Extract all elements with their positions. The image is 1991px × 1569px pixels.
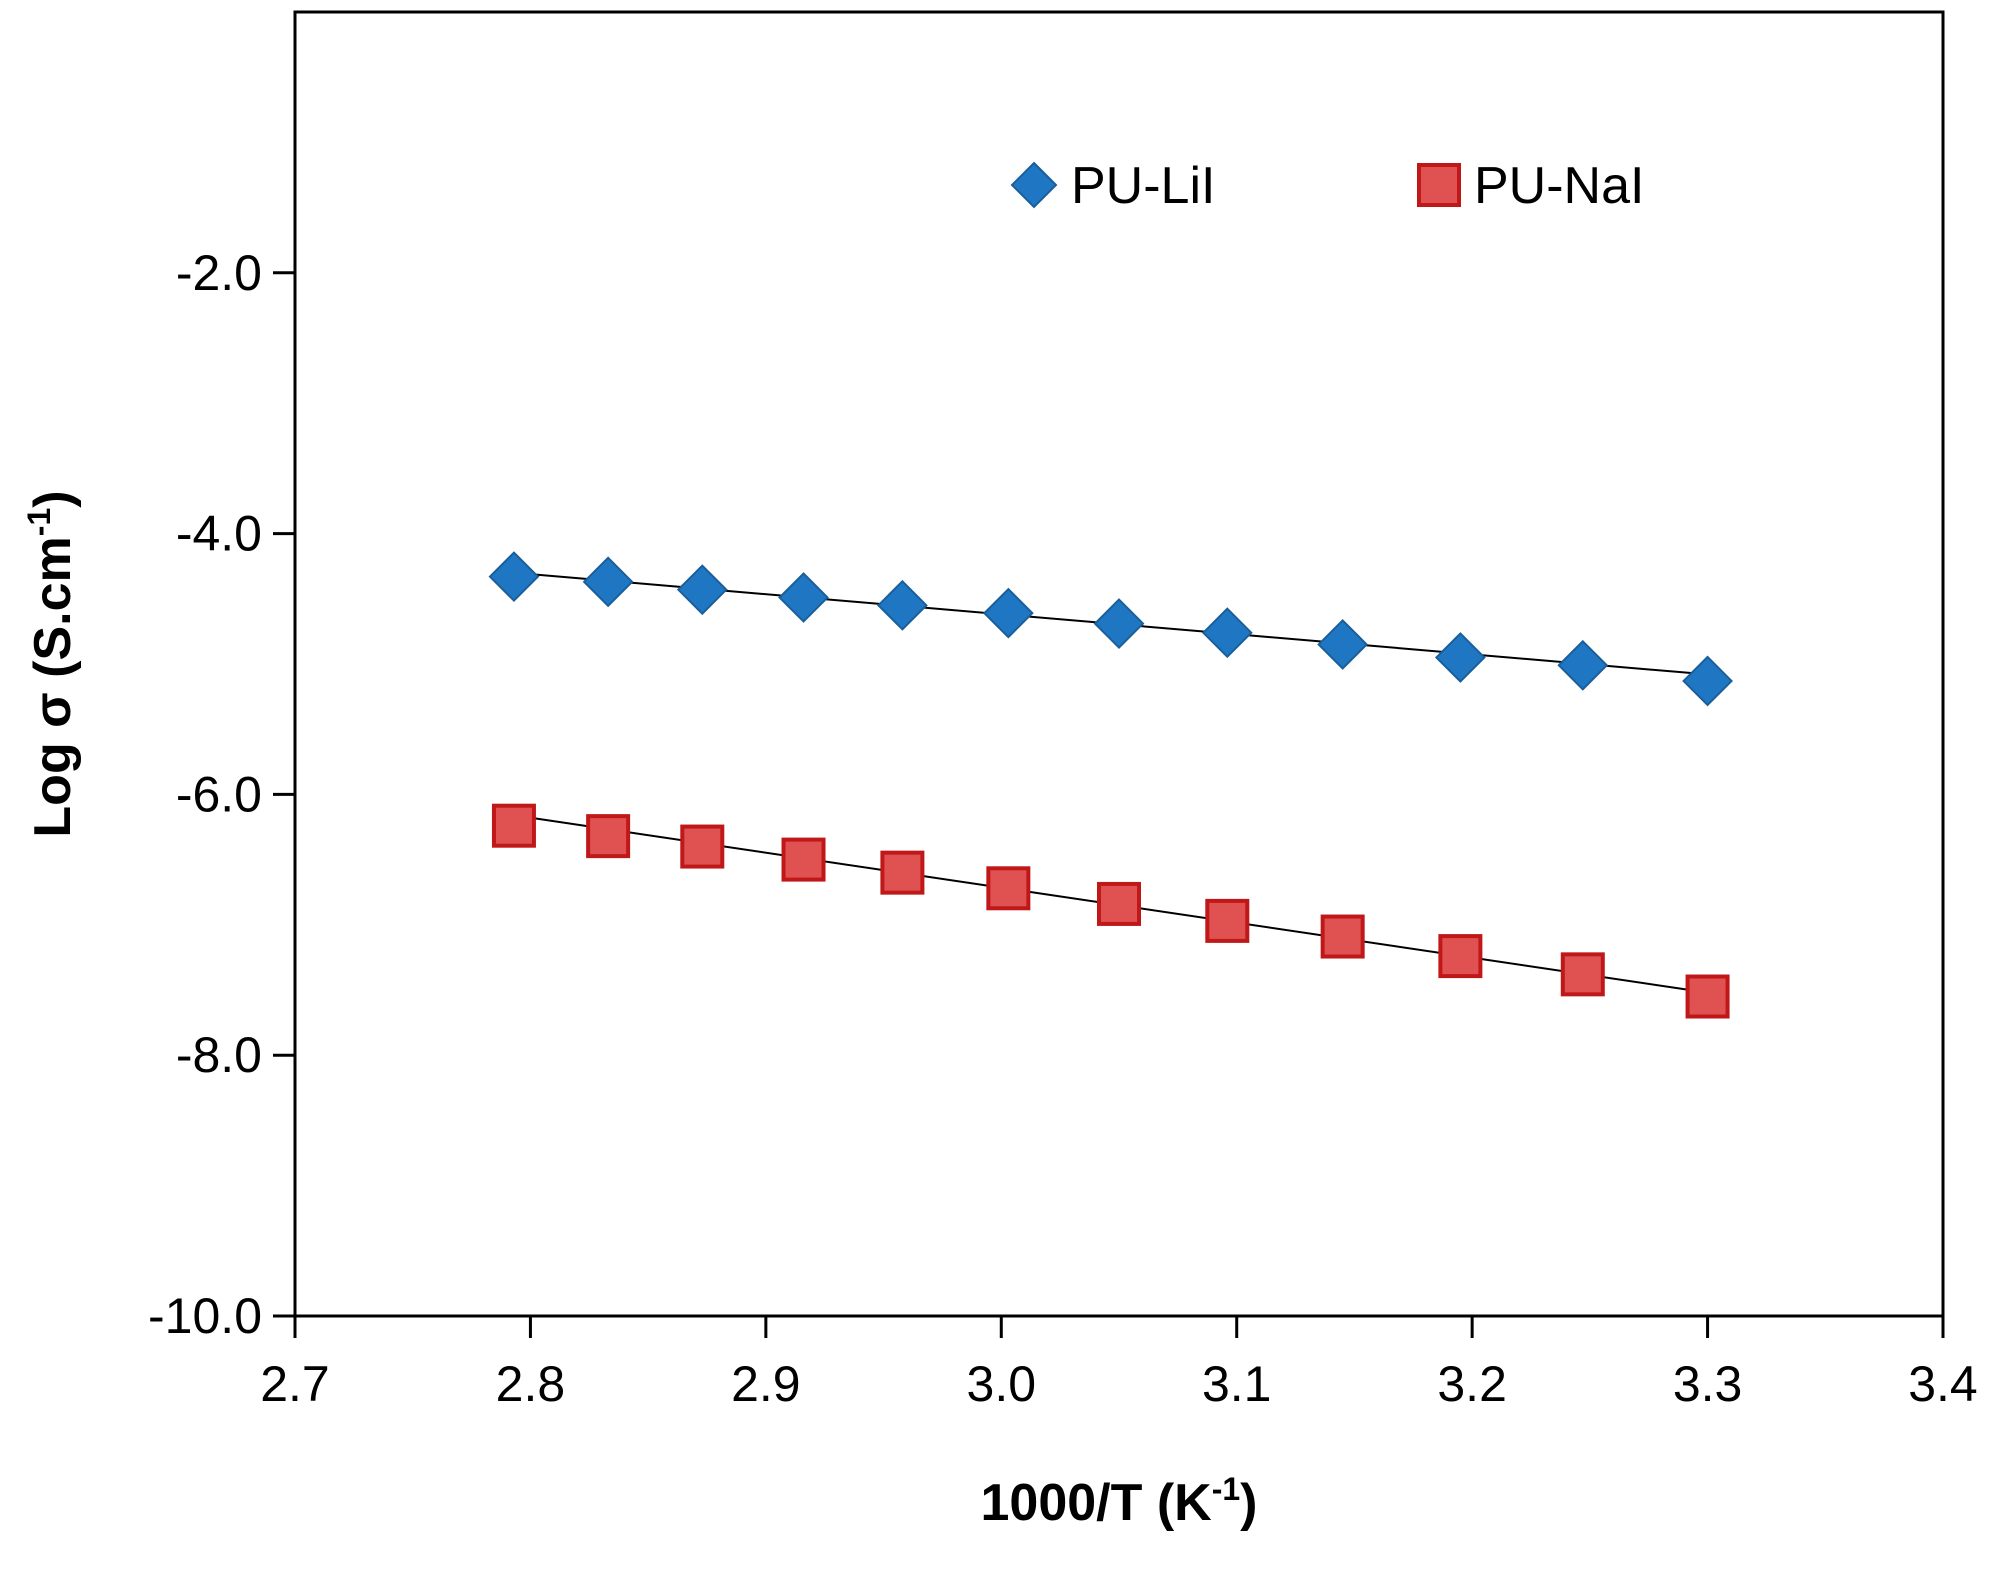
x-tick-label: 3.2 (1437, 1356, 1507, 1412)
plot-border (293, 10, 1945, 1318)
data-point-pu-nai (986, 866, 1031, 911)
data-point-pu-nai (1685, 974, 1730, 1019)
data-markers (488, 551, 1733, 1019)
data-point-pu-lii (676, 564, 728, 616)
data-point-pu-lii (778, 572, 829, 623)
x-tick-label: 3.0 (967, 1356, 1037, 1412)
data-point-pu-lii (488, 551, 540, 603)
data-point-pu-lii (1434, 632, 1486, 683)
x-tick-label: 3.4 (1908, 1356, 1978, 1412)
x-tick-label: 2.7 (260, 1356, 330, 1412)
data-point-pu-nai (781, 837, 826, 882)
data-point-pu-lii (982, 587, 1034, 639)
data-point-pu-lii (1317, 619, 1369, 670)
x-axis-title: 1000/T (K-1) (981, 1471, 1258, 1532)
x-tick-label: 2.8 (496, 1356, 566, 1412)
data-point-pu-nai (1438, 934, 1483, 979)
axis-titles: 1000/T (K-1) Log σ (S.cm-1) (21, 490, 1258, 1532)
legend-diamond-icon (1010, 161, 1058, 209)
y-axis-title: Log σ (S.cm-1) (21, 490, 82, 837)
data-point-pu-nai (1205, 898, 1250, 943)
x-tick-label: 2.9 (731, 1356, 801, 1412)
data-point-pu-lii (1557, 639, 1609, 691)
y-tick-label: -8.0 (176, 1027, 262, 1083)
data-point-pu-nai (880, 850, 925, 895)
data-point-pu-lii (582, 556, 634, 608)
data-point-pu-lii (1201, 607, 1253, 659)
y-tick-label: -10.0 (148, 1288, 262, 1344)
y-tick-label: -4.0 (176, 506, 262, 562)
data-point-pu-lii (1682, 655, 1733, 707)
data-point-pu-lii (1093, 598, 1145, 649)
data-point-pu-nai (1560, 952, 1605, 997)
y-tick-label: -6.0 (176, 766, 262, 822)
data-point-pu-nai (680, 824, 725, 869)
legend-label: PU-NaI (1474, 157, 1644, 215)
x-tick-label: 3.3 (1673, 1356, 1743, 1412)
x-tick-label: 3.1 (1202, 1356, 1272, 1412)
data-point-pu-nai (1320, 914, 1365, 959)
data-point-pu-nai (1097, 881, 1141, 926)
legend-item-pu-lii: PU-LiI (1010, 157, 1215, 215)
legend-square-icon (1417, 163, 1461, 207)
y-tick-label: -2.0 (176, 245, 262, 301)
legend-label: PU-LiI (1071, 157, 1215, 215)
data-point-pu-nai (586, 814, 631, 859)
data-point-pu-lii (876, 579, 928, 631)
data-point-pu-nai (491, 803, 536, 848)
ticks: 2.7 2.8 2.9 3.0 3.1 3.2 3.3 3.4 -10.0 -8.0 -6.0 -4.… (148, 245, 1978, 1412)
legend-item-pu-nai: PU-NaI (1417, 157, 1644, 215)
legend: PU-LiI PU-NaI (1010, 157, 1644, 215)
plot-area (293, 10, 1945, 1318)
